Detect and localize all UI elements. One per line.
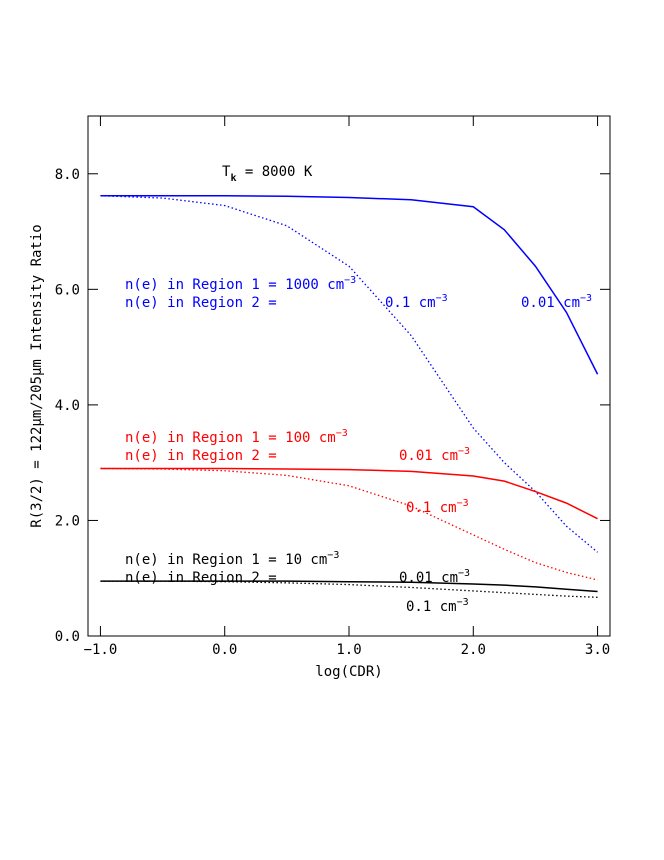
y-tick-label: 6.0 bbox=[55, 282, 80, 298]
annotation-text: 0.01 cm bbox=[521, 295, 580, 311]
data-line bbox=[100, 467, 598, 520]
annotation-text: n(e) in Region 2 = bbox=[125, 295, 277, 311]
y-tick-label: 8.0 bbox=[55, 167, 80, 183]
annotation: n(e) in Region 1 = 10 cm−3 bbox=[125, 550, 339, 568]
annotation-text: n(e) in Region 1 = 100 cm bbox=[125, 430, 336, 446]
data-line bbox=[100, 580, 598, 593]
x-tick-label: 0.0 bbox=[212, 642, 237, 658]
annotation-sup: −3 bbox=[580, 293, 592, 304]
chart-title: Tk = 8000 K bbox=[222, 164, 313, 184]
annotation: 0.1 cm−3 bbox=[406, 498, 469, 516]
annotation-text: n(e) in Region 1 = 10 cm bbox=[125, 552, 327, 568]
annotation: n(e) in Region 2 = bbox=[125, 570, 277, 586]
title-sub: k bbox=[230, 173, 236, 184]
annotation-sup: −3 bbox=[458, 568, 470, 579]
annotation-sup: −3 bbox=[327, 550, 339, 561]
y-tick-label: 2.0 bbox=[55, 513, 80, 529]
annotation: 0.01 cm−3 bbox=[521, 293, 592, 311]
annotation: n(e) in Region 2 = bbox=[125, 448, 277, 464]
annotation-text: 0.01 cm bbox=[399, 448, 458, 464]
annotation-sup: −3 bbox=[436, 293, 448, 304]
x-tick-label: −1.0 bbox=[84, 642, 118, 658]
y-tick-label: 4.0 bbox=[55, 398, 80, 414]
annotation: n(e) in Region 1 = 1000 cm−3 bbox=[125, 275, 356, 293]
annotation: 0.1 cm−3 bbox=[385, 293, 448, 311]
annotation-text: 0.1 cm bbox=[406, 599, 457, 615]
annotation-text: n(e) in Region 2 = bbox=[125, 448, 277, 464]
annotation-text: 0.01 cm bbox=[399, 570, 458, 586]
annotation-sup: −3 bbox=[458, 446, 470, 457]
annotation: n(e) in Region 1 = 100 cm−3 bbox=[125, 428, 348, 446]
x-axis-label: log(CDR) bbox=[315, 664, 382, 680]
y-tick-label: 0.0 bbox=[55, 629, 80, 645]
y-axis-label: R(3/2) = 122μm/205μm Intensity Ratio bbox=[29, 224, 45, 527]
annotation-sup: −3 bbox=[457, 498, 469, 509]
annotation-text: n(e) in Region 2 = bbox=[125, 570, 277, 586]
annotation-sup: −3 bbox=[336, 428, 348, 439]
annotation: 0.1 cm−3 bbox=[406, 597, 469, 615]
title-after: = 8000 K bbox=[236, 164, 312, 180]
x-tick-label: 3.0 bbox=[585, 642, 610, 658]
title-main: T bbox=[222, 164, 231, 180]
annotation-text: 0.1 cm bbox=[406, 500, 457, 516]
annotation-sup: −3 bbox=[344, 275, 356, 286]
data-line bbox=[100, 195, 598, 553]
data-line bbox=[100, 194, 599, 375]
x-tick-label: 1.0 bbox=[336, 642, 361, 658]
x-tick-label: 2.0 bbox=[461, 642, 486, 658]
annotation: 0.01 cm−3 bbox=[399, 446, 470, 464]
annotation-sup: −3 bbox=[457, 597, 469, 608]
annotation: n(e) in Region 2 = bbox=[125, 295, 277, 311]
annotation: 0.01 cm−3 bbox=[399, 568, 470, 586]
annotation-text: 0.1 cm bbox=[385, 295, 436, 311]
annotation-text: n(e) in Region 1 = 1000 cm bbox=[125, 277, 344, 293]
